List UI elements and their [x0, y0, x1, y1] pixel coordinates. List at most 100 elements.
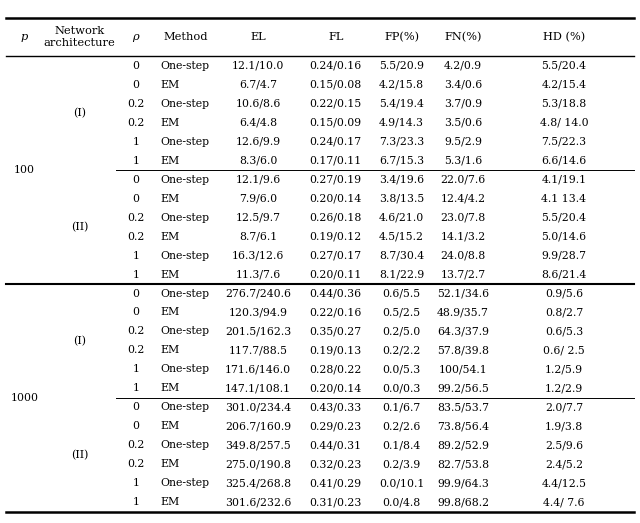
Text: 5.5/20.4: 5.5/20.4 [541, 61, 586, 71]
Text: 0.1/6.7: 0.1/6.7 [383, 402, 420, 412]
Text: One-step: One-step [161, 175, 210, 185]
Text: EM: EM [161, 422, 180, 431]
Text: EM: EM [161, 497, 180, 507]
Text: 83.5/53.7: 83.5/53.7 [437, 402, 489, 412]
Text: One-step: One-step [161, 326, 210, 336]
Text: 4.4/ 7.6: 4.4/ 7.6 [543, 497, 585, 507]
Text: 12.4/4.2: 12.4/4.2 [440, 194, 486, 204]
Text: 349.8/257.5: 349.8/257.5 [225, 440, 291, 450]
Text: 0.35/0.27: 0.35/0.27 [310, 326, 362, 336]
Text: 0.24/0.17: 0.24/0.17 [310, 137, 362, 147]
Text: 4.2/15.4: 4.2/15.4 [541, 80, 586, 90]
Text: 4.9/14.3: 4.9/14.3 [379, 118, 424, 128]
Text: One-step: One-step [161, 478, 210, 488]
Text: 3.8/13.5: 3.8/13.5 [379, 194, 424, 204]
Text: 1: 1 [132, 251, 140, 260]
Text: 6.7/4.7: 6.7/4.7 [239, 80, 277, 90]
Text: One-step: One-step [161, 365, 210, 374]
Text: 0.15/0.08: 0.15/0.08 [310, 80, 362, 90]
Text: 0: 0 [132, 194, 140, 204]
Text: EL: EL [250, 32, 266, 42]
Text: 5.5/20.9: 5.5/20.9 [379, 61, 424, 71]
Text: 8.1/22.9: 8.1/22.9 [379, 269, 424, 280]
Text: 0.28/0.22: 0.28/0.22 [310, 365, 362, 374]
Text: FL: FL [328, 32, 344, 42]
Text: 0.0/0.3: 0.0/0.3 [382, 383, 420, 393]
Text: 14.1/3.2: 14.1/3.2 [440, 232, 486, 242]
Text: 0.29/0.23: 0.29/0.23 [310, 422, 362, 431]
Text: 13.7/2.7: 13.7/2.7 [440, 269, 486, 280]
Text: 5.0/14.6: 5.0/14.6 [541, 232, 586, 242]
Text: 0.9/5.6: 0.9/5.6 [545, 289, 583, 299]
Text: One-step: One-step [161, 251, 210, 260]
Text: 0.8/2.7: 0.8/2.7 [545, 308, 583, 317]
Text: 201.5/162.3: 201.5/162.3 [225, 326, 291, 336]
Text: 1: 1 [132, 383, 140, 393]
Text: p: p [21, 32, 28, 42]
Text: 4.8/ 14.0: 4.8/ 14.0 [540, 118, 588, 128]
Text: 0.43/0.33: 0.43/0.33 [310, 402, 362, 412]
Text: 57.8/39.8: 57.8/39.8 [437, 345, 489, 356]
Text: 22.0/7.6: 22.0/7.6 [440, 175, 486, 185]
Text: 9.9/28.7: 9.9/28.7 [541, 251, 586, 260]
Text: 0.2: 0.2 [127, 118, 145, 128]
Text: 3.4/19.6: 3.4/19.6 [379, 175, 424, 185]
Text: 301.0/234.4: 301.0/234.4 [225, 402, 291, 412]
Text: 1.2/5.9: 1.2/5.9 [545, 365, 583, 374]
Text: 0.2/2.6: 0.2/2.6 [382, 422, 420, 431]
Text: 0: 0 [132, 175, 140, 185]
Text: 0.19/0.13: 0.19/0.13 [310, 345, 362, 356]
Text: 117.7/88.5: 117.7/88.5 [228, 345, 288, 356]
Text: 9.5/2.9: 9.5/2.9 [444, 137, 482, 147]
Text: 0.6/ 2.5: 0.6/ 2.5 [543, 345, 585, 356]
Text: 4.1 13.4: 4.1 13.4 [541, 194, 586, 204]
Text: EM: EM [161, 459, 180, 469]
Text: 12.5/9.7: 12.5/9.7 [236, 213, 281, 223]
Text: 0.27/0.17: 0.27/0.17 [310, 251, 362, 260]
Text: 0.2/5.0: 0.2/5.0 [383, 326, 420, 336]
Text: 89.2/52.9: 89.2/52.9 [437, 440, 489, 450]
Text: One-step: One-step [161, 61, 210, 71]
Text: 276.7/240.6: 276.7/240.6 [225, 289, 291, 299]
Text: 1: 1 [132, 269, 140, 280]
Text: (II): (II) [71, 450, 88, 460]
Text: 12.1/10.0: 12.1/10.0 [232, 61, 284, 71]
Text: 7.9/6.0: 7.9/6.0 [239, 194, 277, 204]
Text: 325.4/268.8: 325.4/268.8 [225, 478, 291, 488]
Text: 5.5/20.4: 5.5/20.4 [541, 213, 586, 223]
Text: ρ: ρ [132, 32, 140, 42]
Text: 0.0/5.3: 0.0/5.3 [383, 365, 420, 374]
Text: 1: 1 [132, 478, 140, 488]
Text: 16.3/12.6: 16.3/12.6 [232, 251, 284, 260]
Text: 0.1/8.4: 0.1/8.4 [383, 440, 420, 450]
Text: 99.9/64.3: 99.9/64.3 [437, 478, 489, 488]
Text: 2.0/7.7: 2.0/7.7 [545, 402, 583, 412]
Text: Network
architecture: Network architecture [44, 27, 115, 48]
Text: 120.3/94.9: 120.3/94.9 [228, 308, 288, 317]
Text: 0.2: 0.2 [127, 99, 145, 109]
Text: 52.1/34.6: 52.1/34.6 [437, 289, 489, 299]
Text: 6.7/15.3: 6.7/15.3 [379, 156, 424, 166]
Text: 73.8/56.4: 73.8/56.4 [437, 422, 489, 431]
Text: 100: 100 [14, 165, 35, 175]
Text: 0.20/0.14: 0.20/0.14 [310, 383, 362, 393]
Text: EM: EM [161, 118, 180, 128]
Text: One-step: One-step [161, 440, 210, 450]
Text: 0: 0 [132, 402, 140, 412]
Text: 0: 0 [132, 61, 140, 71]
Text: 3.4/0.6: 3.4/0.6 [444, 80, 482, 90]
Text: 7.5/22.3: 7.5/22.3 [541, 137, 586, 147]
Text: 1000: 1000 [11, 393, 38, 403]
Text: 8.6/21.4: 8.6/21.4 [541, 269, 587, 280]
Text: 2.4/5.2: 2.4/5.2 [545, 459, 583, 469]
Text: 275.0/190.8: 275.0/190.8 [225, 459, 291, 469]
Text: 64.3/37.9: 64.3/37.9 [437, 326, 489, 336]
Text: 4.2/0.9: 4.2/0.9 [444, 61, 482, 71]
Text: 4.6/21.0: 4.6/21.0 [379, 213, 424, 223]
Text: 0.2: 0.2 [127, 213, 145, 223]
Text: 7.3/23.3: 7.3/23.3 [379, 137, 424, 147]
Text: EM: EM [161, 80, 180, 90]
Text: 1.9/3.8: 1.9/3.8 [545, 422, 583, 431]
Text: Method: Method [164, 32, 209, 42]
Text: 4.1/19.1: 4.1/19.1 [541, 175, 586, 185]
